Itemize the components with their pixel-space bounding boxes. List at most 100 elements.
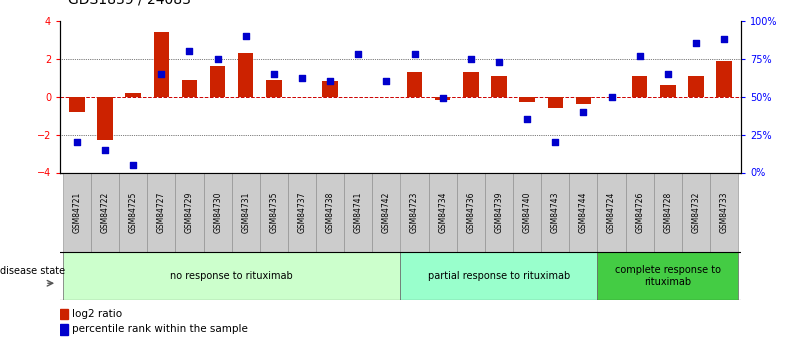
Text: GSM84728: GSM84728 (663, 191, 672, 233)
Bar (513, 172, 541, 252)
Bar (570, 172, 598, 252)
Bar (98, 97, 113, 140)
Point (99, 147, 111, 152)
Bar (598, 172, 626, 252)
Text: complete response to
rituximab: complete response to rituximab (615, 265, 721, 287)
Point (127, 162, 139, 168)
Point (718, 36, 731, 42)
Text: disease state: disease state (0, 266, 65, 276)
Bar (491, 76, 507, 97)
Point (183, 48, 196, 54)
Point (70, 139, 83, 145)
Bar (660, 85, 675, 97)
Text: GSM84733: GSM84733 (719, 191, 729, 233)
Text: GSM84741: GSM84741 (354, 191, 363, 233)
Bar (91, 172, 119, 252)
Point (211, 56, 224, 61)
Bar (400, 252, 598, 300)
Text: GSM84735: GSM84735 (269, 191, 279, 233)
Text: GSM84742: GSM84742 (382, 191, 391, 233)
Bar (519, 97, 535, 102)
Bar (485, 172, 513, 252)
Bar (231, 172, 260, 252)
Bar (63, 252, 400, 300)
Point (268, 71, 280, 77)
Text: GDS1839 / 24083: GDS1839 / 24083 (68, 0, 191, 7)
Bar (682, 172, 710, 252)
Text: GSM84731: GSM84731 (241, 191, 250, 233)
Text: GSM84739: GSM84739 (494, 191, 504, 233)
Bar (60, 324, 68, 335)
Bar (435, 97, 450, 100)
Text: GSM84729: GSM84729 (185, 191, 194, 233)
Text: GSM84722: GSM84722 (101, 191, 110, 233)
Point (662, 71, 674, 77)
Bar (316, 172, 344, 252)
Bar (548, 97, 563, 108)
Bar (457, 172, 485, 252)
Bar (63, 172, 91, 252)
Bar (688, 76, 703, 97)
Bar (372, 172, 400, 252)
Point (605, 94, 618, 99)
Point (690, 41, 702, 46)
Bar (463, 72, 478, 97)
Text: no response to rituximab: no response to rituximab (171, 271, 293, 281)
Point (324, 79, 336, 84)
Point (239, 33, 252, 39)
Text: GSM84743: GSM84743 (551, 191, 560, 233)
Bar (323, 81, 338, 97)
Bar (541, 172, 570, 252)
Bar (203, 172, 231, 252)
Bar (210, 66, 225, 97)
Point (380, 79, 392, 84)
Text: partial response to rituximab: partial response to rituximab (428, 271, 570, 281)
Text: GSM84727: GSM84727 (157, 191, 166, 233)
Point (493, 59, 505, 65)
Bar (238, 53, 253, 97)
Text: GSM84740: GSM84740 (522, 191, 532, 233)
Bar (654, 172, 682, 252)
Bar (147, 172, 175, 252)
Text: GSM84736: GSM84736 (466, 191, 475, 233)
Text: GSM84726: GSM84726 (635, 191, 644, 233)
Bar (260, 172, 288, 252)
Bar (400, 172, 429, 252)
Point (549, 139, 562, 145)
Bar (716, 61, 732, 97)
Bar (126, 93, 141, 97)
Bar (266, 80, 282, 97)
Point (634, 53, 646, 58)
Text: log2 ratio: log2 ratio (72, 309, 123, 319)
Text: GSM84732: GSM84732 (691, 191, 700, 233)
Point (465, 56, 477, 61)
Bar (154, 32, 169, 97)
Text: GSM84725: GSM84725 (129, 191, 138, 233)
Point (155, 71, 167, 77)
Text: GSM84721: GSM84721 (72, 191, 82, 233)
Bar (119, 172, 147, 252)
Text: GSM84723: GSM84723 (410, 191, 419, 233)
Text: GSM84730: GSM84730 (213, 191, 222, 233)
Point (437, 95, 449, 101)
Bar (175, 172, 203, 252)
Text: GSM84744: GSM84744 (579, 191, 588, 233)
Bar (344, 172, 372, 252)
Text: percentile rank within the sample: percentile rank within the sample (72, 325, 248, 334)
Bar (626, 172, 654, 252)
Bar (429, 172, 457, 252)
Bar (407, 72, 422, 97)
Text: GSM84724: GSM84724 (607, 191, 616, 233)
Bar (288, 172, 316, 252)
Bar (710, 172, 738, 252)
Point (296, 76, 308, 81)
Bar (60, 309, 68, 319)
Point (577, 109, 590, 115)
Point (352, 51, 364, 57)
Bar (632, 76, 647, 97)
Bar (576, 97, 591, 104)
Text: GSM84737: GSM84737 (297, 191, 307, 233)
Bar (598, 252, 738, 300)
Point (409, 51, 421, 57)
Text: GSM84738: GSM84738 (326, 191, 335, 233)
